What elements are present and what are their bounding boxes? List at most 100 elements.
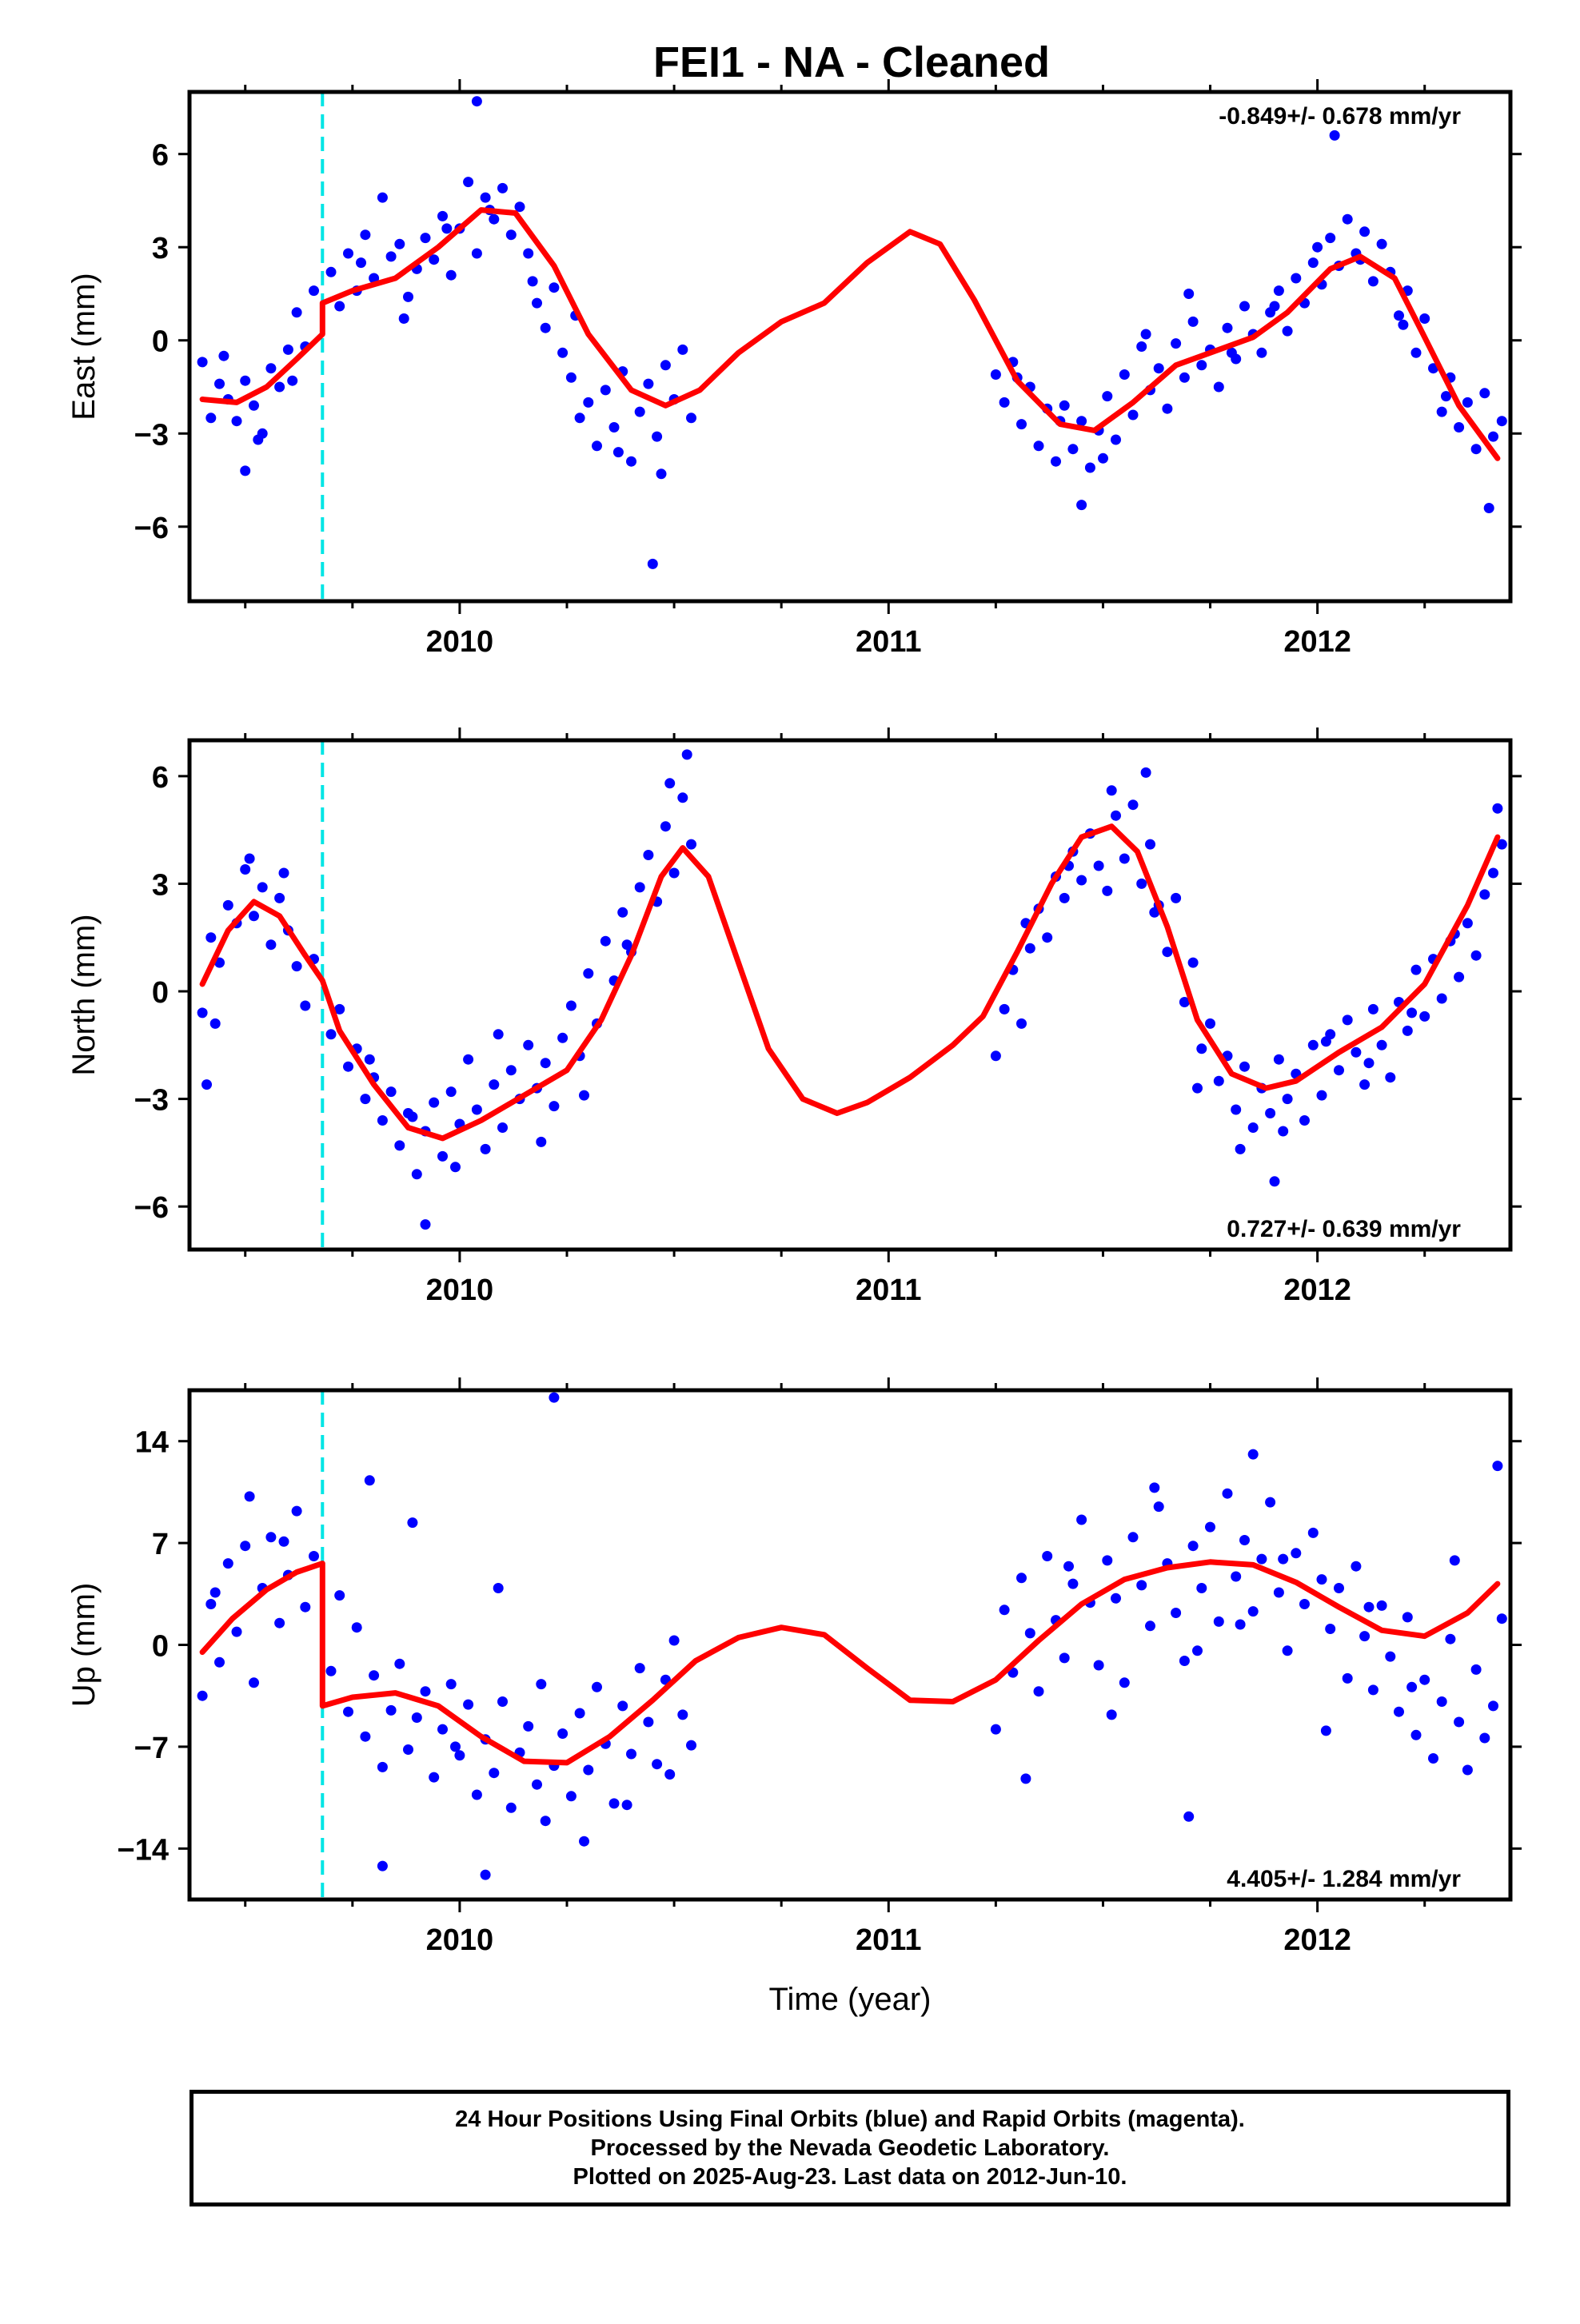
up-plot-frame	[187, 1388, 1513, 1902]
east-data-point	[1269, 301, 1280, 312]
up-data-point	[1394, 1706, 1404, 1717]
north-data-point	[480, 1143, 491, 1154]
panel-east: −6 −3 0 3 6 2010 2011 2012 East (mm) -0.849+/- 0.…	[66, 79, 1522, 659]
up-data-point	[1102, 1555, 1113, 1566]
up-data-point	[209, 1587, 221, 1598]
north-data-point	[489, 1079, 500, 1090]
up-data-point	[205, 1599, 217, 1609]
up-data-point	[244, 1491, 255, 1502]
up-data-point	[1127, 1532, 1139, 1543]
east-plot-frame	[187, 90, 1513, 604]
north-data-point	[364, 1054, 375, 1065]
east-y-tick-label: −3	[134, 418, 169, 452]
up-data-point	[686, 1740, 696, 1751]
east-data-point	[1282, 325, 1293, 337]
north-data-point	[377, 1115, 388, 1126]
east-data-point	[253, 434, 264, 445]
east-data-point	[1127, 409, 1139, 421]
north-data-point	[621, 939, 632, 951]
up-data-point	[249, 1677, 259, 1688]
up-data-point	[536, 1679, 547, 1690]
footer-line-plotted: Plotted on 2025-Aug-23. Last data on 201…	[573, 2164, 1127, 2190]
up-data-point	[1256, 1553, 1267, 1565]
north-data-point	[1367, 1003, 1379, 1015]
up-data-point	[1213, 1616, 1224, 1627]
east-data-point	[574, 413, 585, 424]
north-data-point	[660, 821, 671, 832]
east-data-point	[1222, 322, 1233, 333]
east-data-point	[643, 378, 654, 389]
north-data-point	[565, 1000, 577, 1011]
east-data-point	[514, 201, 525, 213]
east-y-tick-label: 0	[152, 325, 169, 359]
north-data-point	[1269, 1176, 1280, 1187]
up-data-point	[1436, 1696, 1447, 1707]
east-data-point	[523, 248, 534, 259]
east-data-point	[532, 297, 542, 309]
up-data-point	[1024, 1628, 1035, 1639]
north-data-point	[1213, 1075, 1224, 1086]
north-y-tick-label: 0	[152, 976, 169, 1010]
up-data-point	[1299, 1599, 1310, 1609]
north-data-point	[1265, 1108, 1276, 1118]
east-data-point	[437, 210, 448, 221]
east-x-tick-label: 2012	[1283, 625, 1351, 659]
north-data-point	[643, 850, 654, 860]
east-data-point	[1462, 397, 1473, 408]
east-data-point	[1239, 301, 1250, 312]
east-data-point	[1187, 316, 1199, 327]
north-data-point	[540, 1058, 551, 1069]
east-data-point	[612, 447, 624, 458]
up-data-point	[1187, 1541, 1199, 1552]
east-data-point	[287, 375, 298, 386]
up-data-point	[1320, 1725, 1331, 1736]
east-data-point	[1342, 213, 1353, 225]
north-data-point	[240, 864, 251, 875]
east-data-point	[291, 307, 302, 318]
north-data-point	[1235, 1143, 1246, 1154]
east-data-point	[394, 238, 405, 249]
up-data-point	[565, 1791, 577, 1802]
east-data-point	[214, 378, 225, 389]
north-data-point	[1462, 918, 1473, 929]
up-data-point	[664, 1769, 676, 1780]
up-data-point	[1231, 1571, 1242, 1582]
north-data-point	[1363, 1058, 1375, 1069]
east-y-axis-label: East (mm)	[66, 273, 102, 420]
east-data-point	[1051, 456, 1061, 467]
up-data-point	[1196, 1583, 1207, 1593]
north-data-point	[493, 1029, 504, 1040]
up-data-point	[1093, 1660, 1104, 1671]
up-data-point	[1179, 1656, 1190, 1666]
east-data-point	[1179, 372, 1190, 383]
up-data-point	[1351, 1561, 1362, 1572]
north-data-point	[429, 1097, 440, 1108]
north-data-point	[1479, 889, 1490, 900]
north-y-tick-label: −3	[134, 1084, 169, 1118]
north-data-point	[668, 867, 680, 879]
east-data-point	[398, 313, 409, 324]
east-data-point	[626, 456, 636, 467]
east-data-point	[1470, 444, 1482, 455]
east-fit-curve	[199, 207, 1501, 461]
north-data-point	[1171, 892, 1182, 903]
up-data-point	[540, 1816, 551, 1827]
up-data-point	[1334, 1583, 1344, 1593]
up-data-point	[1265, 1497, 1276, 1508]
up-data-point	[1149, 1482, 1160, 1493]
up-data-point	[1402, 1612, 1413, 1623]
north-data-point	[222, 899, 233, 911]
up-data-point	[1462, 1764, 1473, 1776]
north-data-point	[343, 1061, 353, 1072]
east-data-point	[1329, 130, 1340, 141]
up-data-point	[1192, 1645, 1203, 1656]
up-data-point	[1479, 1732, 1490, 1744]
east-data-point	[540, 322, 551, 333]
up-data-point	[1067, 1578, 1079, 1589]
east-data-point	[583, 397, 594, 408]
up-data-point	[1278, 1553, 1289, 1565]
up-data-point	[1282, 1645, 1293, 1656]
north-data-point	[244, 853, 255, 864]
east-data-point	[505, 229, 517, 241]
